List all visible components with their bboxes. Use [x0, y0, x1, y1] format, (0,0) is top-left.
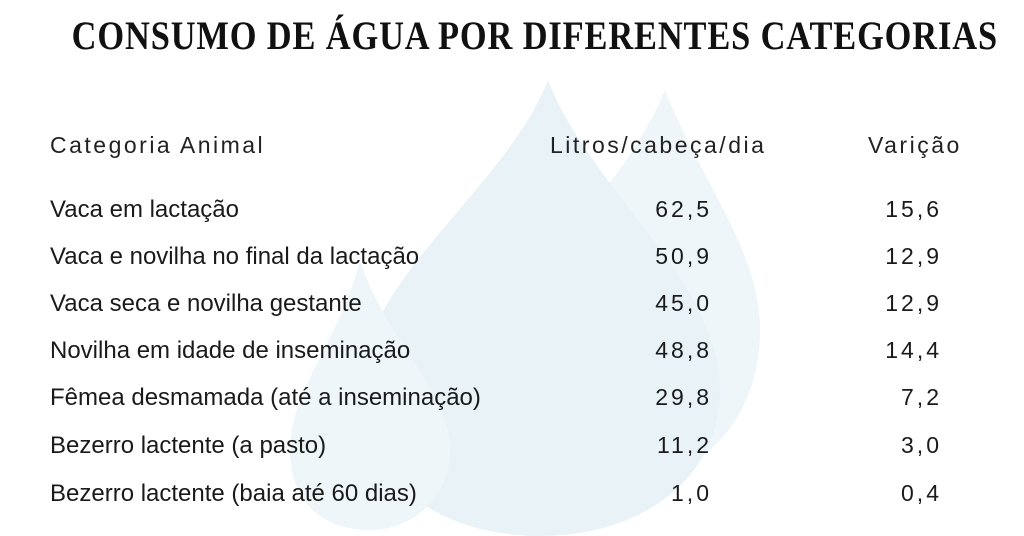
variacao-cell: 12,9: [885, 290, 942, 316]
category-cell: Vaca em lactação: [50, 196, 239, 223]
variacao-cell: 7,2: [901, 384, 942, 410]
variacao-cell: 14,4: [885, 337, 942, 363]
category-cell: Vaca seca e novilha gestante: [50, 290, 362, 317]
litros-cell: 50,9: [655, 243, 712, 269]
table-row: Vaca e novilha no final da lactação 50,9 1…: [0, 243, 1024, 283]
litros-cell: 29,8: [655, 384, 712, 410]
page-title: CONSUMO DE ÁGUA POR DIFERENTES CATEGORIA…: [71, 13, 998, 58]
category-cell: Fêmea desmamada (até a inseminação): [50, 384, 481, 411]
header-variacao: Varição: [868, 132, 962, 158]
water-drop-icon: [360, 80, 720, 536]
header-category: Categoria Animal: [50, 132, 266, 158]
water-drop-icon: [290, 260, 450, 530]
variacao-cell: 12,9: [885, 243, 942, 269]
header-litros: Litros/cabeça/dia: [550, 132, 767, 158]
litros-cell: 62,5: [655, 196, 712, 222]
variacao-cell: 0,4: [901, 480, 942, 506]
table-row: Vaca em lactação 62,5 15,6: [0, 196, 1024, 236]
litros-cell: 11,2: [656, 432, 712, 458]
litros-cell: 1,0: [671, 480, 712, 506]
category-cell: Vaca e novilha no final da lactação: [50, 243, 420, 270]
table-row: Bezerro lactente (baia até 60 dias) 1,0 0,…: [0, 480, 1024, 520]
table-row: Fêmea desmamada (até a inseminação) 29,8 7…: [0, 384, 1024, 424]
litros-cell: 45,0: [655, 290, 712, 316]
category-cell: Bezerro lactente (baia até 60 dias): [50, 480, 417, 507]
litros-cell: 48,8: [655, 337, 712, 363]
category-cell: Bezerro lactente (a pasto): [50, 432, 327, 459]
variacao-cell: 3,0: [901, 432, 942, 458]
category-cell: Novilha em idade de inseminação: [50, 337, 411, 364]
variacao-cell: 15,6: [885, 196, 942, 222]
table-row: Novilha em idade de inseminação 48,8 14,4: [0, 337, 1024, 377]
table-row: Bezerro lactente (a pasto) 11,2 3,0: [0, 432, 1024, 472]
table-row: Vaca seca e novilha gestante 45,0 12,9: [0, 290, 1024, 330]
